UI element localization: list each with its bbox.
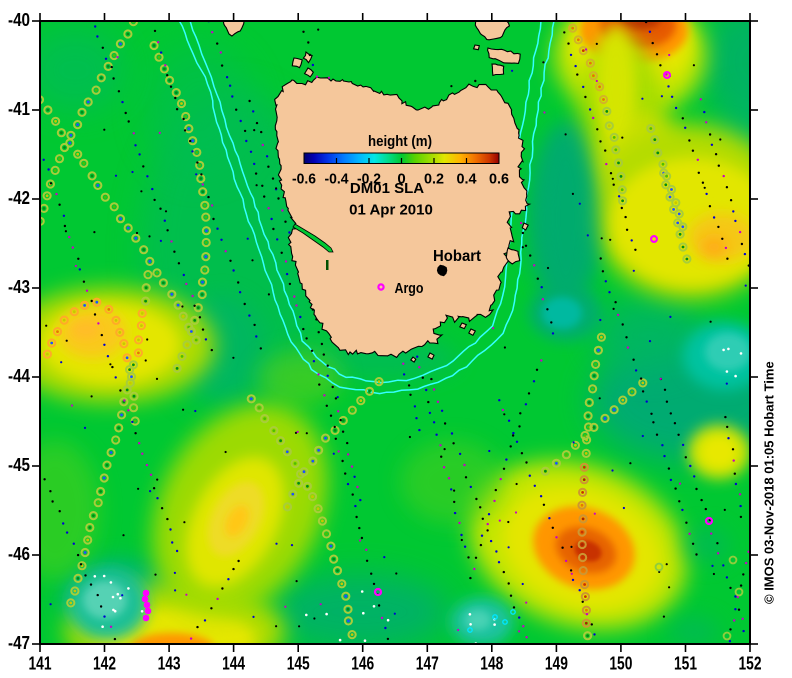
svg-text:-45: -45 — [8, 455, 30, 475]
svg-text:147: 147 — [416, 654, 439, 674]
svg-text:146: 146 — [351, 654, 374, 674]
svg-text:-0.6: -0.6 — [292, 171, 316, 188]
svg-text:-42: -42 — [8, 188, 30, 208]
svg-text:144: 144 — [222, 654, 245, 674]
svg-text:-44: -44 — [8, 366, 30, 386]
svg-text:© IMOS 03-Nov-2018 01:05 Hobar: © IMOS 03-Nov-2018 01:05 Hobart Time — [762, 361, 777, 604]
svg-text:143: 143 — [158, 654, 181, 674]
svg-text:Argo: Argo — [395, 281, 424, 297]
svg-text:01 Apr 2010: 01 Apr 2010 — [349, 202, 433, 219]
svg-text:height (m): height (m) — [368, 134, 432, 150]
svg-text:-0.4: -0.4 — [325, 171, 350, 188]
svg-text:0.6: 0.6 — [489, 171, 509, 188]
svg-text:-0.2: -0.2 — [357, 171, 381, 188]
svg-text:-41: -41 — [8, 99, 30, 119]
svg-text:0.4: 0.4 — [457, 171, 478, 188]
svg-text:149: 149 — [545, 654, 568, 674]
svg-text:151: 151 — [674, 654, 697, 674]
svg-text:-46: -46 — [8, 544, 30, 564]
svg-text:-40: -40 — [8, 10, 30, 30]
svg-text:DM01 SLA: DM01 SLA — [350, 180, 424, 197]
svg-text:152: 152 — [739, 654, 762, 674]
svg-text:Hobart: Hobart — [433, 248, 481, 265]
svg-text:0: 0 — [397, 171, 405, 188]
svg-text:145: 145 — [287, 654, 310, 674]
svg-text:141: 141 — [29, 654, 52, 674]
svg-text:148: 148 — [480, 654, 503, 674]
svg-text:-43: -43 — [8, 277, 30, 297]
svg-text:0.2: 0.2 — [424, 171, 444, 188]
svg-text:142: 142 — [93, 654, 116, 674]
svg-text:150: 150 — [609, 654, 632, 674]
svg-text:-47: -47 — [8, 633, 30, 653]
